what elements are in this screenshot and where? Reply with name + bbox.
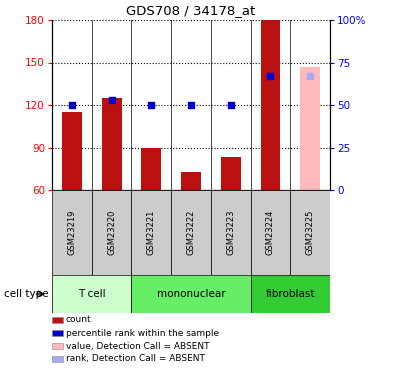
Text: GSM23220: GSM23220	[107, 210, 116, 255]
Point	[188, 102, 194, 108]
Bar	[261, 20, 280, 190]
Text: GSM23222: GSM23222	[187, 210, 195, 255]
Text: GSM23221: GSM23221	[147, 210, 156, 255]
Text: percentile rank within the sample: percentile rank within the sample	[66, 328, 219, 338]
Text: fibroblast: fibroblast	[265, 289, 315, 299]
Bar	[101, 98, 121, 190]
Text: rank, Detection Call = ABSENT: rank, Detection Call = ABSENT	[66, 354, 205, 363]
Text: T cell: T cell	[78, 289, 105, 299]
Text: count: count	[66, 315, 91, 324]
Bar	[211, 190, 251, 275]
Bar	[131, 190, 171, 275]
Point	[267, 73, 273, 79]
Point	[307, 73, 313, 79]
Bar	[171, 190, 211, 275]
Text: GSM23219: GSM23219	[67, 210, 76, 255]
Text: mononuclear: mononuclear	[157, 289, 225, 299]
Bar	[181, 172, 201, 190]
Bar	[221, 158, 241, 190]
Text: cell type: cell type	[4, 289, 49, 299]
Text: GSM23225: GSM23225	[306, 210, 315, 255]
Bar	[300, 67, 320, 190]
Bar	[92, 190, 131, 275]
Bar	[52, 275, 131, 313]
Bar	[131, 275, 251, 313]
Text: value, Detection Call = ABSENT: value, Detection Call = ABSENT	[66, 342, 209, 351]
Bar	[251, 190, 290, 275]
Point	[108, 97, 115, 103]
Bar	[251, 275, 330, 313]
Bar	[62, 112, 82, 190]
Point	[228, 102, 234, 108]
Point	[148, 102, 154, 108]
Text: GSM23223: GSM23223	[226, 210, 235, 255]
Bar	[141, 147, 161, 190]
Text: GSM23224: GSM23224	[266, 210, 275, 255]
Point	[69, 102, 75, 108]
Title: GDS708 / 34178_at: GDS708 / 34178_at	[127, 4, 256, 18]
Bar	[290, 190, 330, 275]
Bar	[52, 190, 92, 275]
